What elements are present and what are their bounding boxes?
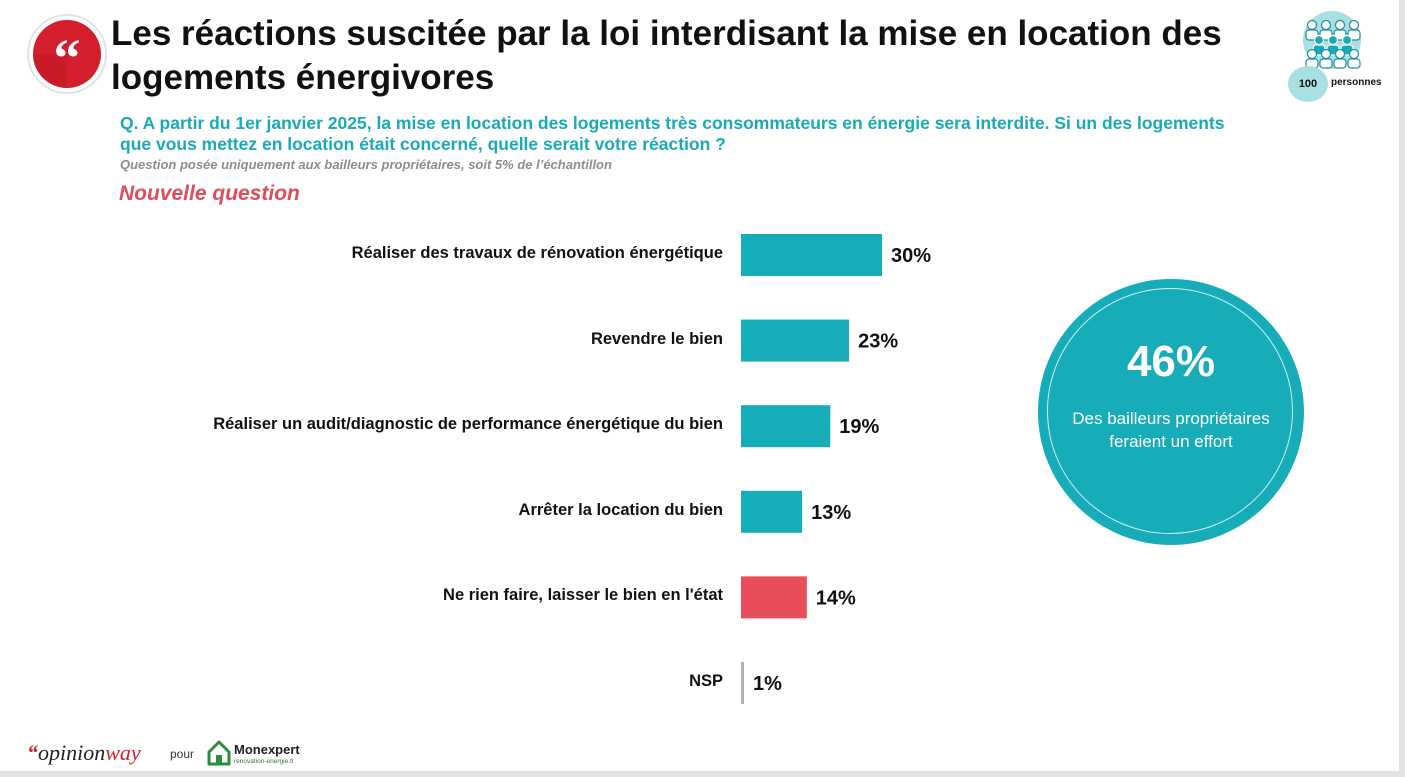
category-label-3: Arrêter la location du bien bbox=[518, 500, 723, 519]
question-text: Q. A partir du 1er janvier 2025, la mise… bbox=[120, 113, 1225, 154]
bar-3 bbox=[741, 490, 803, 533]
category-label-0: Réaliser des travaux de rénovation énerg… bbox=[351, 244, 723, 262]
bar-0 bbox=[741, 234, 882, 276]
highlight-text: Des bailleurs propriétaires feraient un … bbox=[1072, 409, 1270, 451]
bar-value-label-0: 30% bbox=[891, 245, 931, 267]
frame-bottom-edge bbox=[0, 771, 1405, 777]
monexpert-name: Monexpert bbox=[234, 742, 300, 757]
sample-count: 100 bbox=[1288, 66, 1328, 102]
bar-1 bbox=[741, 319, 850, 362]
question-note: Question posée uniquement aux bailleurs … bbox=[120, 157, 612, 172]
bar-2 bbox=[741, 405, 831, 448]
quote-icon: “ bbox=[27, 14, 107, 94]
bar-value-label-1: 23% bbox=[858, 331, 898, 353]
opinionway-logo: “opinionway bbox=[27, 740, 141, 765]
monexpert-sub: renovation-energie.fr bbox=[234, 758, 294, 765]
highlight-circle-ring bbox=[1047, 288, 1293, 534]
bar-value-label-4: 14% bbox=[816, 587, 856, 609]
people-group-icon bbox=[1303, 11, 1361, 69]
bar-value-label-5: 1% bbox=[753, 673, 782, 695]
category-label-1: Revendre le bien bbox=[590, 329, 723, 348]
house-icon bbox=[207, 740, 231, 766]
new-question-badge: Nouvelle question bbox=[119, 182, 300, 205]
bar-value-label-3: 13% bbox=[811, 502, 851, 524]
bar-4 bbox=[741, 576, 807, 619]
footer-pour: pour bbox=[170, 747, 195, 761]
sample-unit: personnes bbox=[1331, 77, 1382, 88]
category-label-4: Ne rien faire, laisser le bien en l'état bbox=[443, 586, 723, 605]
frame-right-edge bbox=[1399, 0, 1405, 777]
category-label-5: NSP bbox=[689, 672, 723, 690]
bar-value-label-2: 19% bbox=[839, 416, 879, 438]
highlight-value: 46% bbox=[1126, 337, 1216, 386]
page-title: Les réactions suscitée par la loi interd… bbox=[111, 14, 1222, 97]
highlight-circle: 46% Des bailleurs propriétaires feraient… bbox=[1038, 279, 1304, 545]
bar-5 bbox=[741, 662, 744, 704]
category-label-2: Réaliser un audit/diagnostic de performa… bbox=[213, 415, 723, 434]
svg-text:“: “ bbox=[54, 28, 81, 88]
